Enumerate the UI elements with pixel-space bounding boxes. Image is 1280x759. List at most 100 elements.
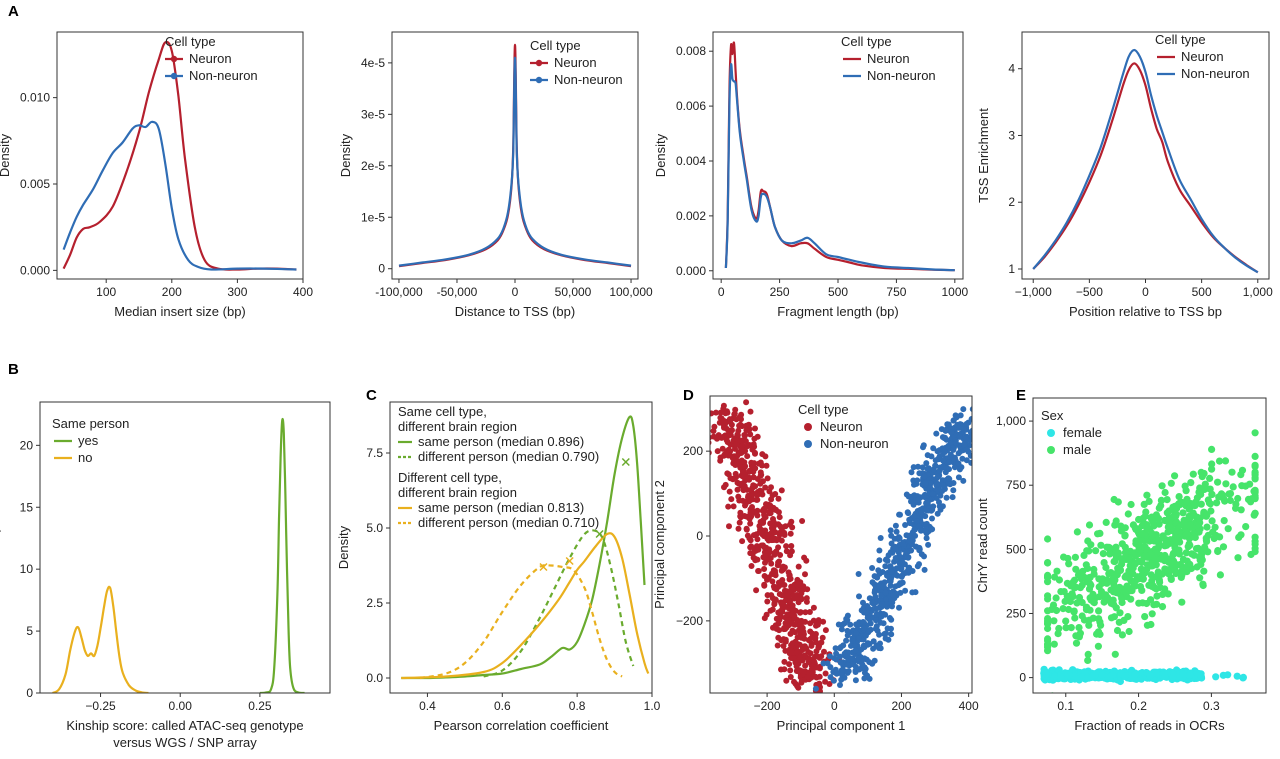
scatter-point — [741, 459, 748, 466]
scatter-point — [832, 666, 839, 673]
scatter-point — [1135, 515, 1143, 524]
legend-a3: Cell type Neuron Non-neuron — [841, 34, 936, 83]
y-tick-label: 4 — [1008, 62, 1015, 76]
scatter-point — [1138, 530, 1146, 538]
scatter-point — [856, 593, 862, 600]
scatter-point — [911, 492, 918, 499]
scatter-point — [737, 509, 744, 516]
scatter-point — [1118, 631, 1126, 639]
x-tick-label: 0.4 — [419, 699, 436, 713]
scatter-point — [1213, 499, 1221, 507]
series-points-d-0 — [710, 399, 843, 693]
scatter-point — [1129, 521, 1137, 529]
y-tick-label: 750 — [1006, 478, 1026, 492]
scatter-point — [861, 625, 868, 632]
scatter-point — [787, 530, 794, 537]
scatter-point — [1171, 566, 1179, 575]
legend-d: Cell type Neuron Non-neuron — [798, 402, 889, 451]
scatter-point — [945, 421, 952, 428]
scatter-point — [927, 485, 934, 491]
series-line-a2-1 — [398, 56, 632, 267]
scatter-point — [922, 513, 929, 520]
scatter-point — [873, 605, 880, 612]
scatter-point — [761, 544, 768, 551]
scatter-point — [1221, 457, 1230, 465]
scatter-point — [826, 681, 833, 687]
scatter-point — [1186, 514, 1194, 522]
scatter-point — [1085, 585, 1094, 593]
scatter-point — [884, 625, 891, 632]
scatter-point — [923, 500, 930, 507]
scatter-point — [807, 628, 814, 635]
plot-area-a1 — [62, 40, 297, 271]
scatter-point — [1050, 617, 1058, 625]
scatter-point — [770, 504, 777, 511]
scatter-point — [795, 581, 802, 588]
scatter-point — [1113, 626, 1122, 635]
scatter-point — [866, 595, 873, 602]
x-tick-label: 500 — [1192, 285, 1212, 299]
scatter-point — [735, 525, 742, 532]
scatter-point — [722, 481, 729, 488]
scatter-point — [808, 666, 815, 673]
scatter-point — [1044, 620, 1052, 628]
scatter-point — [908, 498, 914, 505]
scatter-point — [1234, 554, 1242, 562]
scatter-point — [843, 637, 850, 644]
scatter-point — [1167, 574, 1175, 582]
scatter-point — [837, 653, 843, 660]
scatter-point — [1161, 673, 1169, 681]
scatter-point — [912, 543, 919, 550]
scatter-point — [1095, 575, 1103, 583]
scatter-point — [727, 417, 734, 423]
scatter-point — [869, 565, 876, 571]
scatter-point — [1197, 500, 1205, 508]
scatter-point — [896, 535, 903, 542]
scatter-point — [887, 578, 894, 585]
scatter-point — [1178, 598, 1186, 606]
scatter-point — [956, 424, 962, 431]
scatter-point — [1087, 541, 1095, 549]
scatter-point — [1169, 673, 1177, 681]
scatter-point — [939, 434, 946, 441]
scatter-point — [929, 506, 936, 513]
scatter-point — [865, 604, 872, 611]
scatter-point — [895, 582, 902, 589]
scatter-point — [1143, 491, 1151, 499]
scatter-point — [907, 520, 914, 527]
scatter-point — [738, 416, 744, 423]
scatter-point — [1094, 530, 1102, 538]
scatter-point — [1199, 581, 1207, 590]
scatter-point — [779, 608, 786, 615]
scatter-point — [912, 532, 919, 539]
scatter-point — [761, 581, 768, 588]
scatter-point — [911, 513, 918, 520]
scatter-point — [812, 685, 819, 692]
scatter-point — [1179, 565, 1187, 573]
scatter-point — [1080, 616, 1088, 624]
scatter-point — [1051, 672, 1059, 681]
plot-area-a4 — [1032, 48, 1259, 274]
y-tick-label: 0.006 — [676, 99, 706, 113]
scatter-point — [800, 669, 807, 676]
scatter-point — [1220, 517, 1228, 525]
scatter-point — [1114, 549, 1122, 557]
scatter-point — [904, 553, 911, 560]
scatter-point — [1184, 562, 1192, 570]
scatter-point — [1078, 581, 1086, 589]
scatter-point — [739, 497, 746, 504]
scatter-point — [841, 650, 848, 657]
scatter-point — [882, 635, 889, 642]
scatter-point — [1078, 598, 1086, 607]
scatter-point — [1097, 621, 1105, 629]
scatter-point — [898, 573, 905, 580]
y-tick-label: 7.5 — [366, 446, 383, 460]
scatter-point — [949, 494, 956, 501]
scatter-point — [1251, 533, 1259, 541]
scatter-point — [1102, 518, 1110, 527]
x-tick-label: 0 — [1142, 285, 1149, 299]
x-tick-label: 0.6 — [494, 699, 511, 713]
scatter-point — [838, 626, 845, 633]
scatter-point — [1147, 620, 1155, 629]
